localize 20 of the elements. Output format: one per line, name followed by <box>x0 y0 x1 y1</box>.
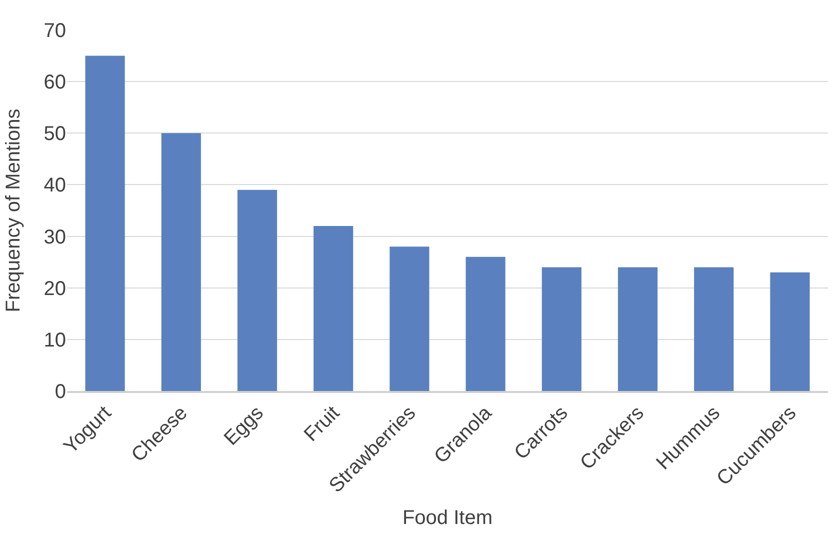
y-tick-label: 10 <box>44 329 66 352</box>
bar <box>694 267 734 391</box>
bar <box>237 190 278 391</box>
bar <box>466 256 506 391</box>
y-tick-label: 40 <box>44 174 66 197</box>
bar <box>314 226 354 391</box>
y-axis-title: Frequency of Mentions <box>2 108 24 312</box>
y-tick-label: 70 <box>44 20 66 42</box>
x-axis-title: Food Item <box>402 506 493 529</box>
bar <box>618 267 658 391</box>
bar <box>390 246 430 391</box>
y-tick-label: 20 <box>44 278 66 300</box>
y-tick-label: 0 <box>54 381 66 403</box>
y-tick-label: 30 <box>44 226 66 248</box>
bar <box>542 267 582 391</box>
bar <box>770 272 810 391</box>
y-tick-label: 50 <box>44 123 66 146</box>
bar <box>85 56 125 391</box>
bar <box>161 133 201 391</box>
y-tick-label: 60 <box>44 72 66 94</box>
